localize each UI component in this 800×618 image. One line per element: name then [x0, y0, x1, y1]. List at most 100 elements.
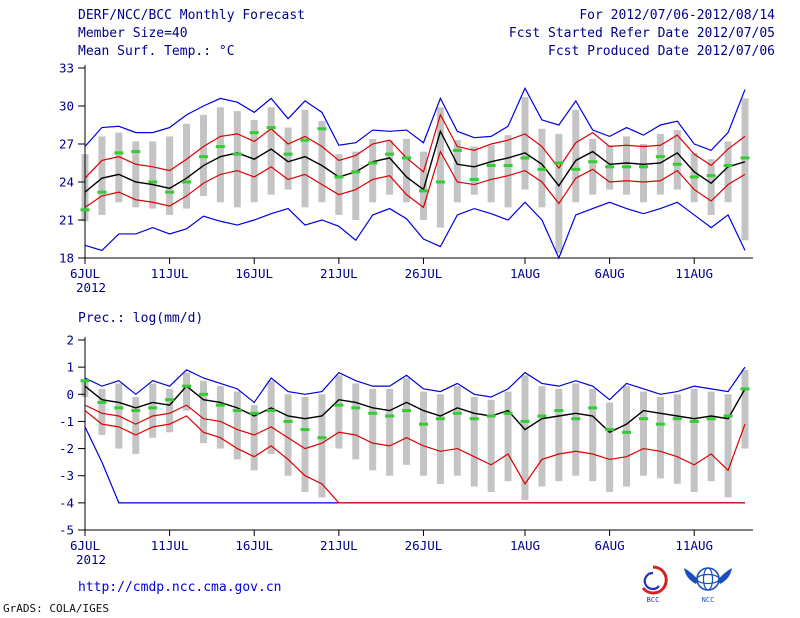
- ensemble-spread-bar: [504, 391, 512, 482]
- ensemble-spread-bar: [470, 397, 478, 487]
- ensemble-spread-bar: [115, 132, 123, 203]
- ensemble-spread-bar: [369, 138, 377, 203]
- observation-dash: [402, 156, 412, 160]
- x-tick-label: 16JUL: [235, 266, 273, 281]
- observation-dash: [520, 419, 530, 423]
- y-tick-label: 18: [59, 251, 74, 266]
- series-ensemble-mean: [84, 385, 746, 434]
- observation-dash: [605, 165, 615, 169]
- observation-dash: [148, 180, 158, 184]
- ensemble-spread-bar: [183, 123, 191, 209]
- series-ensemble-max: [84, 86, 746, 152]
- observation-dash: [334, 403, 344, 407]
- observation-dash: [452, 148, 462, 152]
- observation-dash: [215, 403, 225, 407]
- observation-dash: [182, 180, 192, 184]
- observation-dash: [402, 409, 412, 413]
- series-ensemble-max: [84, 366, 746, 404]
- ncc-logo-parallel: [696, 573, 720, 585]
- ensemble-spread-bar: [216, 386, 224, 449]
- x-tick-label: 21JUL: [320, 538, 358, 553]
- ncc-logo: NCC: [684, 567, 732, 604]
- ensemble-spread-bar: [284, 127, 292, 190]
- observation-dash: [317, 127, 327, 131]
- x-tick-label: 11AUG: [675, 266, 713, 281]
- grads-credit: GrADS: COLA/IGES: [3, 602, 109, 615]
- ensemble-spread-bar: [504, 135, 512, 208]
- y-tick-label: 27: [59, 137, 74, 152]
- header-row-1: DERF/NCC/BCC Monthly Forecast For 2012/0…: [0, 8, 800, 23]
- ncc-logo-globe: [696, 567, 720, 591]
- y-tick-label: 2: [66, 333, 74, 348]
- observation-dash: [351, 170, 361, 174]
- observation-dash: [368, 161, 378, 165]
- observation-dash: [469, 177, 479, 181]
- ensemble-spread-bar: [199, 380, 207, 444]
- ensemble-spread-bar: [233, 111, 241, 208]
- x-tick-label: 26JUL: [405, 266, 443, 281]
- ensemble-spread-bar: [656, 133, 664, 195]
- observation-dash: [232, 152, 242, 156]
- ensemble-spread-bar: [98, 388, 106, 435]
- ensemble-spread-bar: [318, 121, 326, 203]
- ensemble-spread-bar: [301, 397, 309, 492]
- observation-dash: [80, 379, 90, 383]
- observation-dash: [351, 406, 361, 410]
- observation-dash: [266, 126, 276, 130]
- ensemble-spread-bar: [166, 388, 174, 433]
- ensemble-spread-bar: [250, 405, 258, 471]
- observation-dash: [317, 436, 327, 440]
- observation-dash: [97, 190, 107, 194]
- x-tick-label: 11JUL: [151, 266, 189, 281]
- observation-dash: [114, 406, 124, 410]
- x-tick-label: 1AUG: [510, 266, 540, 281]
- ensemble-spread-bar: [572, 109, 580, 203]
- x-tick-label: 6JUL: [70, 538, 100, 553]
- ensemble-spread-bar: [419, 151, 427, 220]
- observation-dash: [486, 164, 496, 168]
- ncc-logo-wing-right: [718, 568, 732, 584]
- series-lower-percentile: [84, 410, 745, 504]
- precip-chart-title: Prec.: log(mm/d): [78, 311, 204, 326]
- bcc-logo-label: BCC: [647, 596, 660, 604]
- ensemble-spread-bar: [623, 386, 631, 487]
- x-tick-label: 16JUL: [235, 538, 273, 553]
- ensemble-spread-bar: [606, 402, 614, 492]
- y-tick-label: 30: [59, 99, 74, 114]
- ensemble-spread-bar: [132, 397, 140, 454]
- observation-dash: [198, 155, 208, 159]
- ensemble-spread-bar: [267, 380, 275, 454]
- bcc-logo-swirl-blue: [643, 571, 660, 591]
- y-tick-label: -3: [59, 468, 74, 483]
- observation-dash: [638, 165, 648, 169]
- ensemble-spread-bar: [656, 397, 664, 479]
- observation-dash: [706, 417, 716, 421]
- ensemble-spread-bar: [453, 386, 461, 476]
- x-tick-label: 1AUG: [510, 538, 540, 553]
- ensemble-spread-bar: [250, 119, 258, 203]
- y-tick-label: 1: [66, 360, 74, 375]
- produced-date: Fcst Produced Date 2012/07/06: [548, 44, 775, 59]
- series-upper-percentile: [84, 404, 746, 485]
- ensemble-spread-bar: [707, 159, 715, 215]
- ncc-logo-meridian: [702, 567, 714, 591]
- observation-dash: [706, 174, 716, 178]
- ensemble-spread-bar: [690, 388, 698, 492]
- observation-dash: [588, 406, 598, 410]
- observation-dash: [385, 152, 395, 156]
- observation-dash: [537, 414, 547, 418]
- observation-dash: [740, 156, 750, 160]
- observation-dash: [655, 155, 665, 159]
- observation-dash: [503, 164, 513, 168]
- logo-area: BCC NCC: [636, 564, 734, 604]
- observation-dash: [554, 409, 564, 413]
- observation-dash: [723, 414, 733, 418]
- website-link[interactable]: http://cmdp.ncc.cma.gov.cn: [78, 580, 282, 595]
- x-tick-label: 6AUG: [595, 538, 625, 553]
- observation-dash: [198, 392, 208, 396]
- ensemble-spread-bar: [589, 138, 597, 195]
- ensemble-spread-bar: [386, 388, 394, 476]
- observation-dash: [452, 411, 462, 415]
- ensemble-spread-bar: [369, 388, 377, 471]
